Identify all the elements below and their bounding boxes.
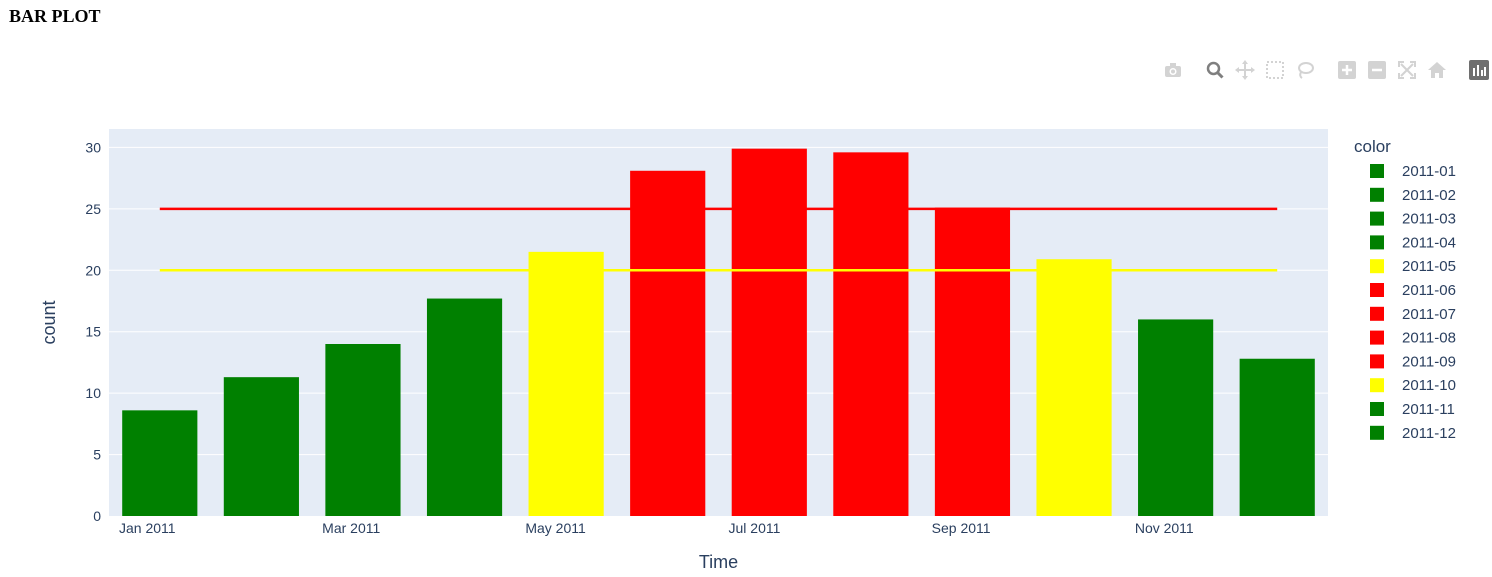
camera-icon[interactable] [1160, 57, 1186, 83]
legend-swatch-2011-04 [1370, 235, 1384, 250]
bar-2011-01 [122, 410, 198, 516]
x-tick-label: Sep 2011 [932, 520, 991, 536]
bar-2011-07 [731, 148, 807, 516]
legend-swatch-2011-12 [1370, 425, 1384, 440]
x-tick-label: May 2011 [525, 520, 586, 536]
reference-lines [159, 207, 1278, 272]
legend-swatch-2011-02 [1370, 187, 1384, 202]
legend-swatch-2011-08 [1370, 330, 1384, 345]
bar-2011-12 [1239, 358, 1315, 516]
bar-2011-06 [630, 170, 706, 516]
bar-2011-11 [1138, 319, 1214, 516]
legend-item-label: 2011-04 [1402, 234, 1456, 251]
reset-axes-icon[interactable] [1424, 57, 1450, 83]
y-tick-label: 0 [93, 508, 101, 524]
zoom-in-icon[interactable] [1334, 57, 1360, 83]
autoscale-icon[interactable] [1394, 57, 1420, 83]
y-axis-ticks: 0 5 10 15 20 25 30 [85, 139, 101, 524]
zoom-icon[interactable] [1202, 57, 1228, 83]
legend-item-label: 2011-10 [1402, 377, 1456, 394]
x-tick-label: Nov 2011 [1135, 520, 1194, 536]
y-tick-label: 30 [85, 139, 101, 155]
y-tick-label: 20 [85, 262, 101, 278]
bar-2011-08 [833, 152, 909, 517]
y-tick-label: 15 [85, 324, 101, 340]
y-tick-label: 5 [93, 447, 101, 463]
x-axis-ticks: Jan 2011 Mar 2011 May 2011 Jul 2011 Sep 2011… [119, 520, 1194, 536]
plotly-logo-icon[interactable] [1466, 57, 1492, 83]
legend-swatch-2011-06 [1370, 283, 1384, 297]
legend-swatch-2011-11 [1370, 402, 1384, 416]
legend-swatch-2011-10 [1370, 378, 1384, 393]
legend-item-label: 2011-08 [1402, 330, 1456, 347]
legend: color 2011-01 2011-02 2011-03 2011-04 2011-0… [1354, 137, 1456, 442]
y-tick-label: 10 [85, 385, 101, 401]
legend-item-label: 2011-03 [1402, 211, 1456, 228]
legend-item-label: 2011-02 [1402, 187, 1456, 204]
legend-item-label: 2011-06 [1402, 282, 1456, 299]
bar-2011-10 [1036, 259, 1112, 516]
legend-swatch-2011-07 [1370, 306, 1384, 321]
legend-item-label: 2011-11 [1402, 401, 1455, 418]
box-select-icon[interactable] [1262, 57, 1288, 83]
bar-2011-02 [223, 377, 299, 516]
bar-2011-04 [426, 298, 503, 516]
legend-item-label: 2011-01 [1402, 163, 1456, 180]
pan-icon[interactable] [1232, 57, 1258, 83]
x-tick-label: Mar 2011 [322, 520, 380, 536]
y-tick-label: 25 [85, 201, 101, 217]
x-axis-title: Time [699, 552, 738, 572]
lasso-icon[interactable] [1292, 57, 1318, 83]
plot-area [109, 129, 1328, 516]
x-tick-label: Jul 2011 [729, 520, 781, 536]
zoom-out-icon[interactable] [1364, 57, 1390, 83]
bar-2011-03 [325, 344, 401, 516]
page-title: BAR PLOT [9, 6, 101, 26]
modebar-toolbar [1160, 56, 1492, 84]
bar-2011-05 [528, 251, 604, 516]
legend-item-label: 2011-12 [1402, 425, 1456, 442]
legend-swatch-2011-03 [1370, 211, 1384, 226]
legend-item-label: 2011-05 [1402, 258, 1456, 275]
legend-title: color [1354, 137, 1391, 156]
legend-item-label: 2011-09 [1402, 353, 1456, 370]
legend-swatch-2011-09 [1370, 354, 1384, 369]
bars [122, 148, 1315, 517]
legend-swatch-2011-01 [1370, 164, 1384, 178]
legend-item-label: 2011-07 [1402, 306, 1456, 323]
bar-2011-09 [934, 207, 1011, 516]
x-tick-label: Jan 2011 [119, 520, 176, 536]
legend-swatch-2011-05 [1370, 259, 1384, 274]
y-axis-title: count [39, 300, 59, 344]
